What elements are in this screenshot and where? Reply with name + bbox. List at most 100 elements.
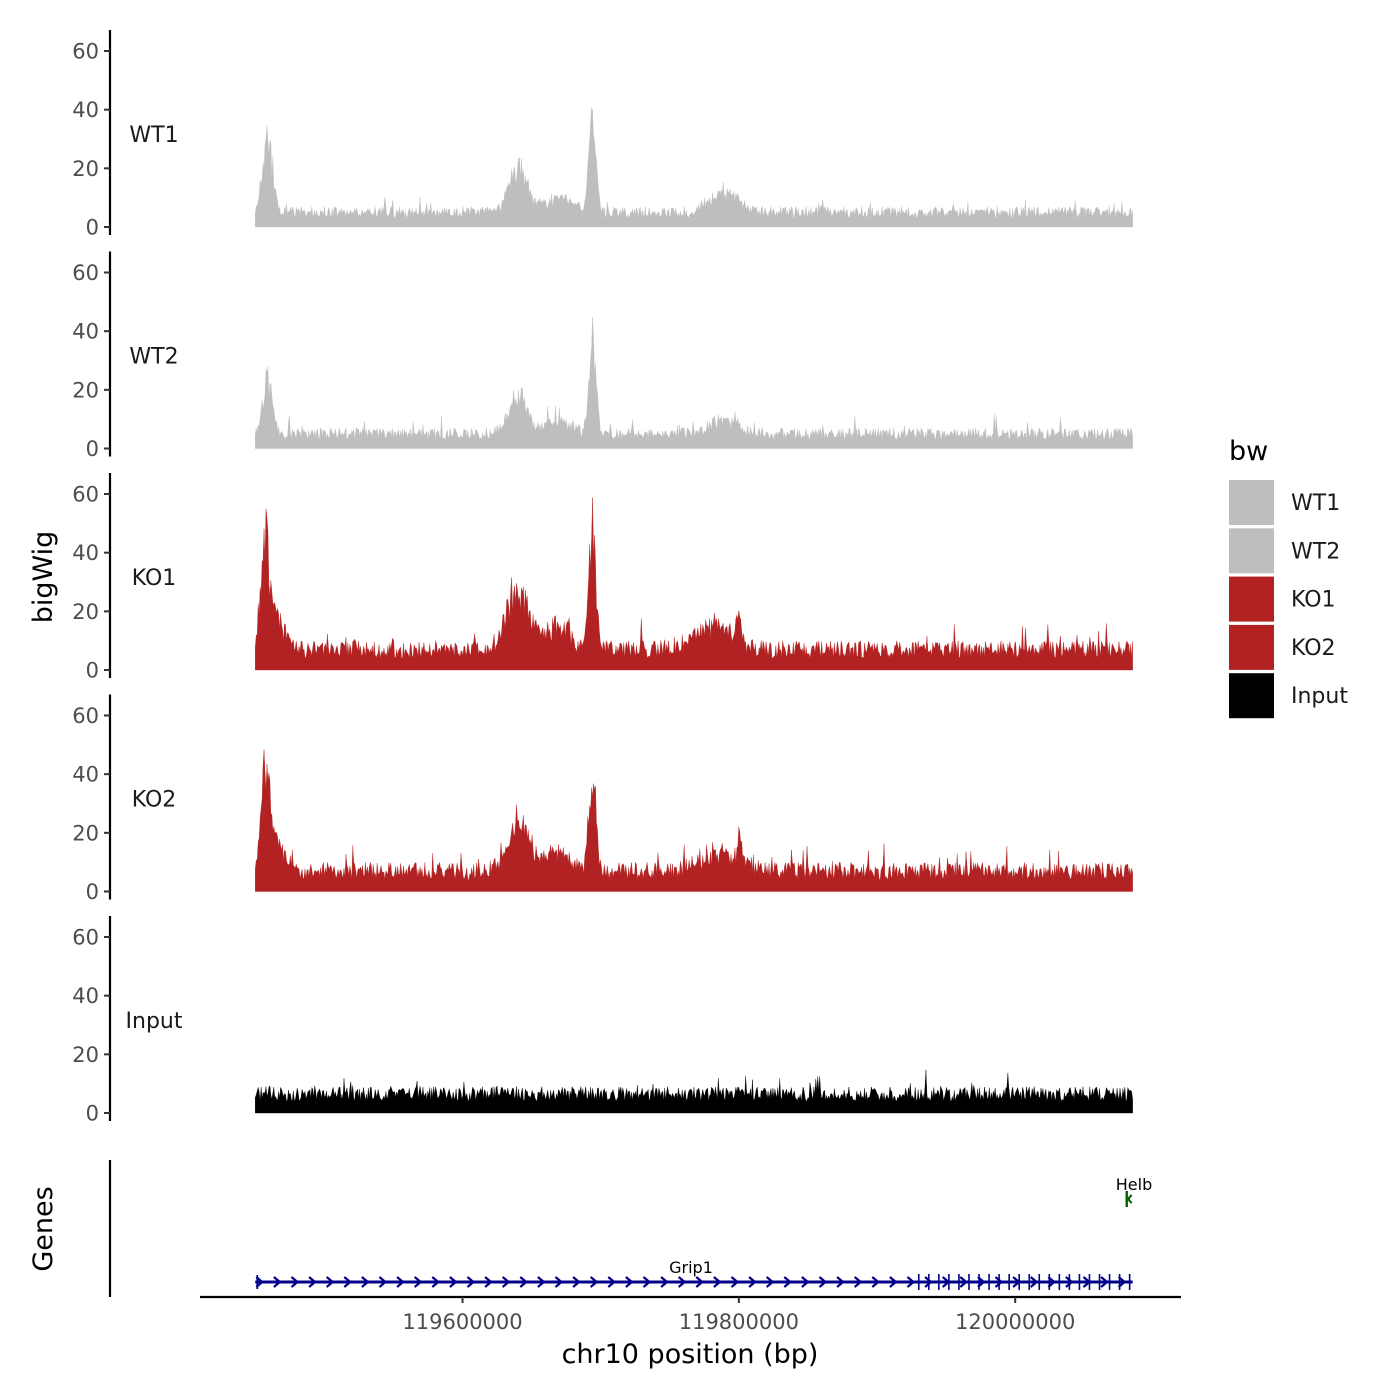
strand-arrow [290,1276,300,1288]
gene-label: Grip1 [669,1258,713,1277]
y-tick-label: 60 [72,40,99,64]
gene-label: Helb [1116,1175,1152,1194]
strand-arrow [959,1276,968,1288]
strand-arrow [801,1276,810,1288]
y-tick-label: 20 [72,1043,99,1067]
y-tick-label: 40 [72,984,99,1008]
strand-arrow [836,1276,845,1288]
track-label: WT1 [129,123,178,148]
legend-swatch [1229,673,1274,719]
y-tick-label: 0 [86,216,99,240]
strand-arrow [713,1276,722,1288]
track-label: KO1 [132,566,177,591]
legend-item-ko2: KO2 [1229,624,1336,670]
strand-arrow [853,1276,863,1288]
y-tick-label: 60 [72,926,99,950]
y-tick-label: 20 [72,157,99,181]
legend-label: WT2 [1291,539,1340,564]
strand-arrow [413,1276,423,1288]
track-label: KO2 [132,788,177,813]
strand-arrow [519,1276,528,1288]
track-wt1: 0 20 40 60 WT1 [72,30,1133,240]
strand-arrow [343,1276,352,1288]
strand-arrow [625,1276,634,1288]
strand-arrow [466,1276,476,1288]
x-tick-label: 119800000 [679,1310,799,1334]
track-ko2: 0 20 40 60 KO2 [72,694,1133,904]
y-tick-label: 60 [72,261,99,285]
strand-arrow [554,1276,564,1288]
track-ko1: 0 20 40 60 KO1 [72,473,1133,683]
bigwig-tracks: 0 20 40 60 WT1 0 20 40 60 WT2 0 20 40 60 KO1 0 20 40 60 KO2… [72,30,1133,1126]
strand-arrow [765,1276,775,1288]
strand-arrow [994,1276,1004,1288]
signal-area-ko1 [255,497,1133,671]
y-tick-label: 20 [72,821,99,845]
legend: bw WT1 WT2 KO1 KO2 Input [1229,436,1348,719]
signal-area-wt1 [255,107,1133,228]
y-tick-label: 0 [86,659,99,683]
gene-helb: Helb [1116,1175,1152,1207]
strand-arrow [1117,1276,1127,1288]
legend-label: Input [1291,684,1348,709]
genes-axis-title: Genes [28,1186,59,1271]
y-tick-label: 40 [72,320,99,344]
y-tick-label: 40 [72,541,99,565]
legend-label: KO1 [1291,588,1336,613]
y-tick-label: 0 [86,880,99,904]
strand-arrow [660,1276,669,1288]
strand-arrow [871,1276,880,1288]
legend-label: WT1 [1291,491,1340,516]
strand-arrow [325,1276,335,1288]
y-tick-label: 0 [86,437,99,461]
y-axis-title: bigWig [28,531,59,624]
strand-arrow [1065,1276,1074,1288]
strand-arrow [730,1276,740,1288]
strand-arrow [906,1276,916,1288]
strand-arrow [1126,1194,1133,1204]
legend-item-wt2: WT2 [1229,528,1340,574]
y-tick-label: 0 [86,1102,99,1126]
strand-arrow [889,1276,898,1288]
legend-title: bw [1229,436,1268,467]
y-tick-label: 60 [72,704,99,728]
strand-arrow [449,1276,458,1288]
strand-arrow [748,1276,757,1288]
legend-label: KO2 [1291,636,1336,661]
strand-arrow [607,1276,616,1288]
x-tick-label: 119600000 [402,1310,522,1334]
y-tick-label: 40 [72,763,99,787]
strand-arrow [537,1276,546,1288]
legend-item-wt1: WT1 [1229,480,1340,525]
strand-arrow [361,1276,370,1288]
y-tick-label: 20 [72,378,99,402]
strand-arrow [924,1276,933,1288]
x-axis-title: chr10 position (bp) [562,1339,819,1370]
legend-item-ko1: KO1 [1229,576,1336,622]
strand-arrow [396,1276,405,1288]
legend-swatch [1229,480,1274,525]
legend-item-input: Input [1229,673,1348,719]
strand-arrow [677,1276,687,1288]
strand-arrow [1029,1276,1039,1288]
strand-arrow [273,1276,282,1288]
signal-area-ko2 [255,749,1133,892]
y-tick-label: 60 [72,483,99,507]
y-tick-label: 20 [72,600,99,624]
track-label: Input [126,1009,183,1034]
signal-area-wt2 [255,317,1133,449]
strand-arrow [589,1276,599,1288]
strand-arrow [642,1276,652,1288]
strand-arrow [1047,1276,1056,1288]
strand-arrow [818,1276,828,1288]
legend-swatch [1229,576,1274,622]
signal-area-input [255,1069,1133,1114]
track-wt2: 0 20 40 60 WT2 [72,251,1133,461]
strand-arrow [572,1276,581,1288]
strand-arrow [255,1276,264,1288]
strand-arrow [378,1276,388,1288]
y-tick-label: 40 [72,98,99,122]
x-tick-label: 120000000 [955,1310,1075,1334]
gene-grip1: Grip1 [255,1258,1133,1290]
